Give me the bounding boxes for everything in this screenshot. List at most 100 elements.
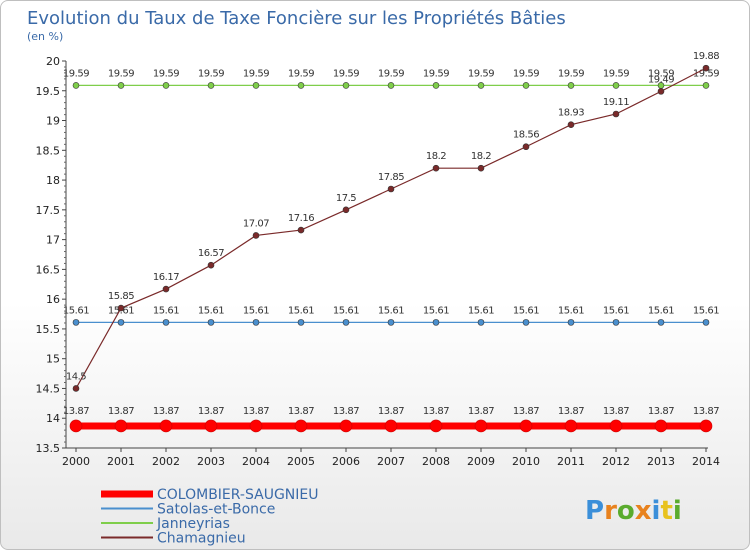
data-point bbox=[702, 64, 710, 72]
data-label: 19.59 bbox=[423, 68, 449, 79]
data-point bbox=[477, 319, 485, 326]
x-tick-label: 2009 bbox=[467, 455, 495, 468]
data-point bbox=[204, 419, 218, 433]
data-point bbox=[474, 419, 488, 433]
data-label: 13.87 bbox=[378, 406, 404, 417]
data-label: 15.61 bbox=[243, 305, 269, 316]
data-point bbox=[564, 419, 578, 433]
data-label: 17.5 bbox=[336, 193, 356, 204]
data-point bbox=[432, 164, 440, 172]
x-tick-label: 2004 bbox=[242, 455, 270, 468]
data-label: 14.5 bbox=[66, 371, 86, 382]
data-label: 16.17 bbox=[153, 272, 179, 283]
data-label: 15.61 bbox=[378, 305, 404, 316]
data-point bbox=[432, 319, 440, 326]
data-point bbox=[609, 419, 623, 433]
data-label: 15.61 bbox=[693, 305, 719, 316]
data-label: 19.59 bbox=[378, 68, 404, 79]
data-point bbox=[567, 319, 575, 326]
data-label: 19.59 bbox=[108, 68, 134, 79]
data-label: 15.61 bbox=[558, 305, 584, 316]
y-tick-label: 14.5 bbox=[36, 382, 61, 395]
data-label: 15.61 bbox=[198, 305, 224, 316]
data-point bbox=[207, 261, 215, 269]
data-label: 15.85 bbox=[108, 291, 134, 302]
data-label: 13.87 bbox=[108, 406, 134, 417]
y-tick-label: 18 bbox=[46, 174, 60, 187]
data-label: 15.61 bbox=[153, 305, 179, 316]
data-label: 15.61 bbox=[513, 305, 539, 316]
data-point bbox=[702, 319, 710, 326]
data-point bbox=[159, 419, 173, 433]
y-tick-label: 20 bbox=[46, 55, 60, 68]
data-label: 13.87 bbox=[288, 406, 314, 417]
y-unit-label: (en %) bbox=[27, 30, 63, 43]
x-tick-label: 2010 bbox=[512, 455, 540, 468]
series-satolas-et-bonce: 15.61 15.61 15.61 15.61 15.61 15.61 15.61 15.61… bbox=[63, 305, 720, 326]
data-label: 18.2 bbox=[426, 151, 446, 162]
data-label: 17.07 bbox=[243, 218, 269, 229]
data-point bbox=[702, 82, 710, 89]
series-line bbox=[75, 67, 707, 389]
data-label: 19.59 bbox=[468, 68, 494, 79]
data-label: 19.59 bbox=[603, 68, 629, 79]
data-label: 19.59 bbox=[63, 68, 89, 79]
x-tick-label: 2008 bbox=[422, 455, 450, 468]
data-point bbox=[699, 419, 713, 433]
data-point bbox=[162, 82, 170, 89]
proxiti-logo: Proxiti bbox=[585, 496, 682, 526]
data-point bbox=[522, 143, 530, 151]
x-tick-label: 2011 bbox=[557, 455, 585, 468]
data-point bbox=[567, 121, 575, 129]
data-label: 13.87 bbox=[153, 406, 179, 417]
data-point bbox=[72, 385, 80, 392]
data-label: 15.61 bbox=[423, 305, 449, 316]
series-layer: 13.87 13.87 13.87 13.87 13.87 13.87 13.87 13.87… bbox=[63, 51, 720, 433]
data-point bbox=[612, 110, 620, 118]
data-point bbox=[654, 419, 668, 433]
data-label: 13.87 bbox=[603, 406, 629, 417]
data-label: 13.87 bbox=[468, 406, 494, 417]
x-tick-label: 2006 bbox=[332, 455, 360, 468]
data-point bbox=[342, 319, 350, 326]
x-tick-label: 2007 bbox=[377, 455, 405, 468]
data-label: 19.59 bbox=[558, 68, 584, 79]
x-tick-label: 2000 bbox=[62, 455, 90, 468]
data-label: 19.11 bbox=[603, 97, 629, 108]
data-point bbox=[522, 82, 530, 89]
data-label: 19.59 bbox=[693, 68, 719, 79]
data-label: 17.16 bbox=[288, 213, 314, 224]
data-point bbox=[477, 82, 485, 89]
data-point bbox=[612, 82, 620, 89]
x-tick-label: 2003 bbox=[197, 455, 225, 468]
x-tick-label: 2014 bbox=[692, 455, 720, 468]
data-point bbox=[432, 82, 440, 89]
data-point bbox=[162, 285, 170, 293]
x-tick-label: 2002 bbox=[152, 455, 180, 468]
data-point bbox=[342, 82, 350, 89]
data-label: 19.59 bbox=[288, 68, 314, 79]
data-label: 19.59 bbox=[513, 68, 539, 79]
data-point bbox=[252, 319, 260, 326]
data-label: 13.87 bbox=[693, 406, 719, 417]
data-point bbox=[294, 419, 308, 433]
series-colombier-saugnieu: 13.87 13.87 13.87 13.87 13.87 13.87 13.87 13.87… bbox=[63, 406, 720, 433]
data-label: 18.93 bbox=[558, 108, 584, 119]
data-point bbox=[72, 319, 80, 326]
data-label: 19.59 bbox=[243, 68, 269, 79]
data-point bbox=[387, 185, 395, 193]
data-label: 16.57 bbox=[198, 248, 224, 259]
series-chamagnieu: 14.5 15.85 16.17 16.57 17.07 17.16 17.5 17.85 18… bbox=[66, 51, 720, 392]
x-tick-label: 2005 bbox=[287, 455, 315, 468]
data-point bbox=[252, 232, 260, 239]
data-point bbox=[297, 82, 305, 89]
data-point bbox=[519, 419, 533, 433]
data-label: 18.56 bbox=[513, 130, 539, 141]
x-tick-label: 2001 bbox=[107, 455, 135, 468]
y-tick-label: 15 bbox=[46, 353, 60, 366]
data-point bbox=[657, 319, 665, 326]
data-label: 13.87 bbox=[423, 406, 449, 417]
data-point bbox=[162, 319, 170, 326]
legend: COLOMBIER-SAUGNIEUSatolas-et-BonceJanney… bbox=[101, 487, 319, 547]
